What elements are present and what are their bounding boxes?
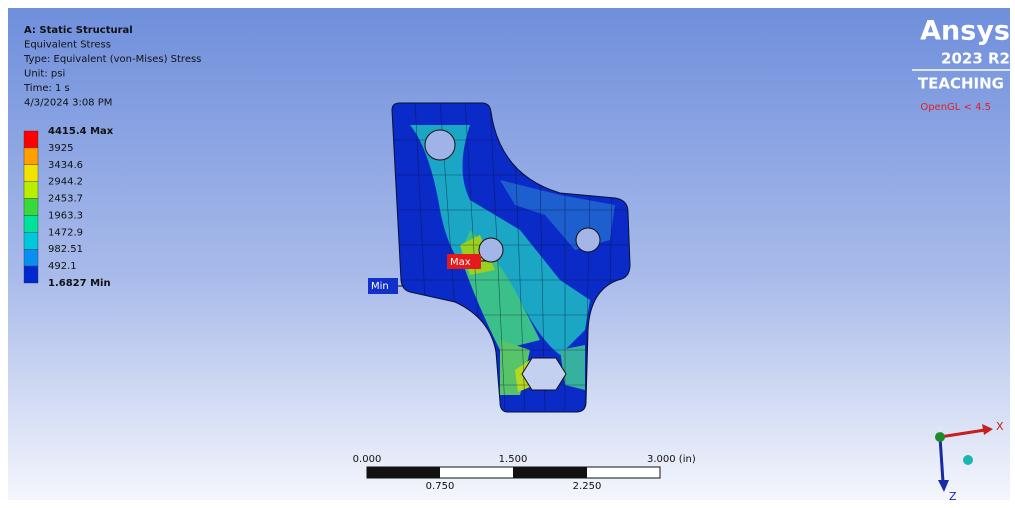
- hole: [479, 238, 503, 262]
- legend-swatch: [24, 215, 38, 232]
- legend-label: 4415.4 Max: [48, 126, 114, 137]
- logo: Ansys: [920, 16, 1010, 47]
- page: {"header": {"lines": ["A: Static Structu…: [0, 0, 1015, 508]
- header-line: Type: Equivalent (von-Mises) Stress: [23, 54, 201, 65]
- hole: [425, 130, 455, 160]
- scale-label: 3.000 (in): [647, 454, 696, 465]
- y-axis-label: Y: [936, 426, 942, 435]
- legend-label: 2453.7: [48, 194, 83, 205]
- legend-label: 1.6827 Min: [48, 278, 111, 289]
- legend-swatch: [24, 165, 38, 182]
- header-line: 4/3/2024 3:08 PM: [24, 98, 112, 109]
- legend-swatch: [24, 131, 38, 148]
- max-label: Max: [450, 257, 471, 268]
- legend-label: 1963.3: [48, 210, 83, 221]
- scale-bar: [367, 467, 660, 478]
- legend-label: 982.51: [48, 244, 83, 255]
- isometric-ball[interactable]: [963, 455, 973, 465]
- hole: [576, 228, 600, 252]
- legend-label: 3434.6: [48, 160, 83, 171]
- version: 2023 R2: [941, 50, 1010, 68]
- legend-label: 2944.2: [48, 177, 83, 188]
- z-axis-label: Z: [949, 490, 957, 503]
- header-line: Unit: psi: [24, 69, 65, 80]
- legend-swatch: [24, 148, 38, 165]
- legend-swatch: [24, 232, 38, 249]
- legend-label: 492.1: [48, 261, 77, 272]
- legend-swatch: [24, 249, 38, 266]
- min-label: Min: [371, 281, 389, 292]
- legend-swatch: [24, 199, 38, 216]
- scale-label: 0.750: [426, 481, 455, 492]
- legend-swatch: [24, 266, 38, 283]
- legend-swatch: [24, 182, 38, 199]
- scale-segment: [367, 467, 440, 478]
- renderer: OpenGL < 4.5: [920, 102, 991, 113]
- scale-label: 1.500: [499, 454, 528, 465]
- legend-label: 3925: [48, 143, 73, 154]
- scale-label: 2.250: [573, 481, 602, 492]
- license: TEACHING: [918, 75, 1004, 93]
- header-line: Time: 1 s: [23, 83, 70, 94]
- legend-label: 1472.9: [48, 227, 83, 238]
- scale-segment: [513, 467, 587, 478]
- hex-hole: [522, 358, 566, 390]
- header-line: A: Static Structural: [24, 25, 133, 36]
- x-axis-label: X: [996, 420, 1004, 433]
- viewport: A: Static Structural Equivalent Stress Typ…: [0, 0, 1015, 508]
- scale-label: 0.000: [353, 454, 382, 465]
- header-line: Equivalent Stress: [24, 40, 111, 51]
